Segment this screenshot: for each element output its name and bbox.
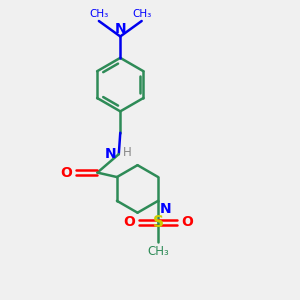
Text: H: H: [123, 146, 132, 159]
Text: N: N: [115, 22, 126, 36]
Text: CH₃: CH₃: [147, 244, 169, 257]
Text: CH₃: CH₃: [132, 9, 151, 19]
Text: CH₃: CH₃: [89, 9, 109, 19]
Text: O: O: [181, 215, 193, 229]
Text: O: O: [61, 166, 72, 180]
Text: N: N: [160, 202, 171, 216]
Text: S: S: [153, 215, 164, 230]
Text: N: N: [105, 147, 116, 161]
Text: O: O: [123, 215, 135, 229]
